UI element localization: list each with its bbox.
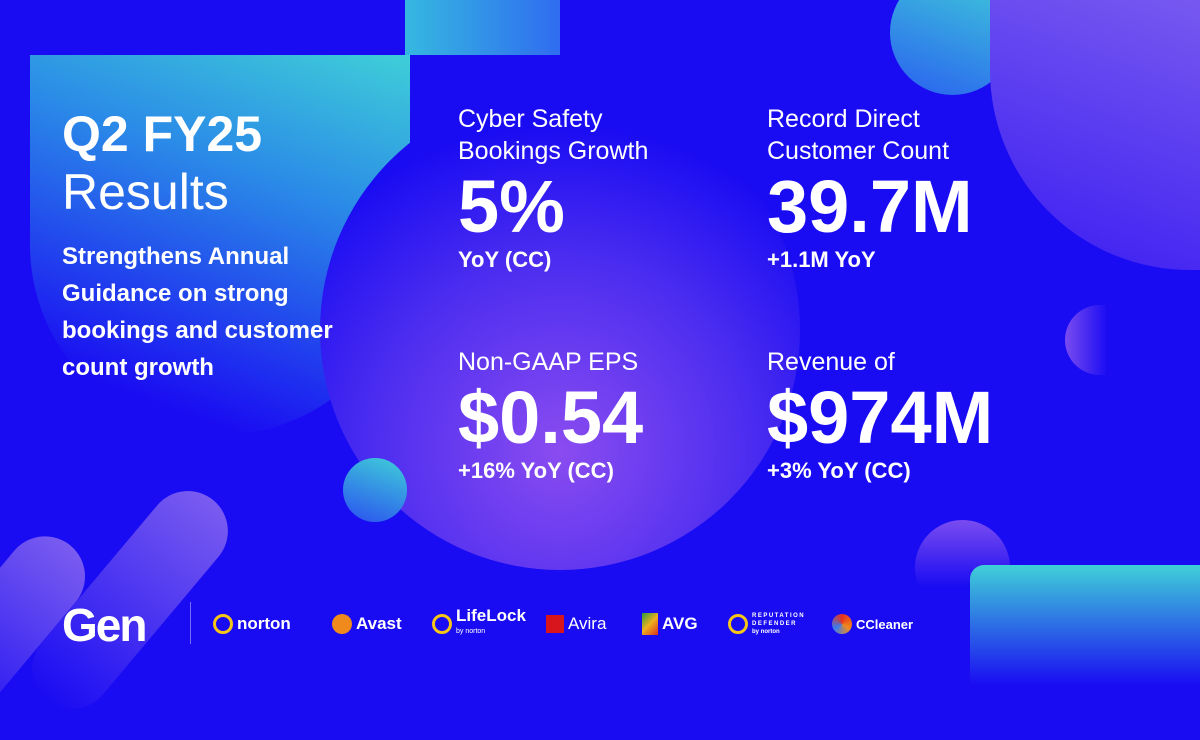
heading-subtitle: Strengthens Annual Guidance on strong bo… — [62, 238, 333, 386]
metric-label: Record Direct — [767, 105, 920, 133]
metric-label: Revenue of — [767, 348, 895, 376]
defender-check-icon — [728, 614, 748, 634]
reputation-defender-logo: REPUTATION DEFENDER by norton — [728, 612, 805, 636]
decor-right-halfcircle — [1065, 305, 1135, 375]
metric-sub: +3% YoY (CC) — [767, 458, 911, 483]
brand-name: REPUTATION — [752, 613, 806, 619]
subtitle-line: bookings and customer — [62, 317, 333, 344]
metric-value: 5% — [458, 165, 565, 248]
avg-icon — [642, 613, 658, 635]
brand-by: by norton — [752, 629, 780, 635]
brand-name: AVG — [662, 614, 698, 633]
lifelock-logo: LifeLock by norton — [432, 607, 526, 636]
metric-sub: +1.1M YoY — [767, 247, 876, 272]
ccleaner-icon — [832, 614, 852, 634]
metric-eps: Non-GAAP EPS $0.54 +16% YoY (CC) — [458, 346, 643, 484]
metric-label: Customer Count — [767, 137, 950, 165]
metric-value: 39.7M — [767, 165, 973, 248]
metric-value: $974M — [767, 376, 994, 459]
brand-name: LifeLock — [456, 606, 526, 625]
metric-customers: Record Direct Customer Count 39.7M +1.1M… — [767, 103, 973, 273]
metric-label: Bookings Growth — [458, 137, 649, 165]
avast-icon — [332, 614, 352, 634]
gen-logo: Gen — [62, 599, 147, 651]
norton-check-icon — [213, 614, 233, 634]
brand-name: CCleaner — [856, 616, 914, 632]
avg-logo: AVG — [642, 612, 698, 636]
brand-name: norton — [237, 614, 291, 633]
ccleaner-logo: CCleaner — [832, 612, 913, 636]
norton-logo: norton — [213, 612, 291, 636]
metric-bookings: Cyber Safety Bookings Growth 5% YoY (CC) — [458, 103, 648, 273]
avira-icon — [546, 615, 564, 633]
avast-logo: Avast — [332, 612, 402, 636]
metric-value: $0.54 — [458, 376, 644, 459]
brand-name: Avast — [356, 614, 402, 633]
metric-revenue: Revenue of $974M +3% YoY (CC) — [767, 346, 993, 484]
decor-top-quarter — [405, 0, 560, 55]
decor-small-sphere — [343, 458, 407, 522]
metric-label: Cyber Safety — [458, 105, 603, 133]
avira-logo: Avira — [546, 612, 606, 636]
heading-title: Q2 FY25 — [62, 106, 263, 162]
decor-bottom-right-rect — [970, 565, 1200, 685]
subtitle-line: Strengthens Annual — [62, 243, 290, 270]
metric-sub: +16% YoY (CC) — [458, 458, 614, 483]
decor-right-shape — [990, 0, 1200, 270]
divider — [190, 602, 191, 644]
metric-sub: YoY (CC) — [458, 247, 552, 272]
brand-name: DEFENDER — [752, 621, 798, 627]
lifelock-check-icon — [432, 614, 452, 634]
subtitle-line: count growth — [62, 354, 214, 381]
metric-label: Non-GAAP EPS — [458, 348, 639, 376]
brand-name: Avira — [568, 614, 607, 633]
heading-results: Results — [62, 164, 229, 220]
brand-by: by norton — [456, 628, 486, 635]
subtitle-line: Guidance on strong — [62, 280, 289, 307]
